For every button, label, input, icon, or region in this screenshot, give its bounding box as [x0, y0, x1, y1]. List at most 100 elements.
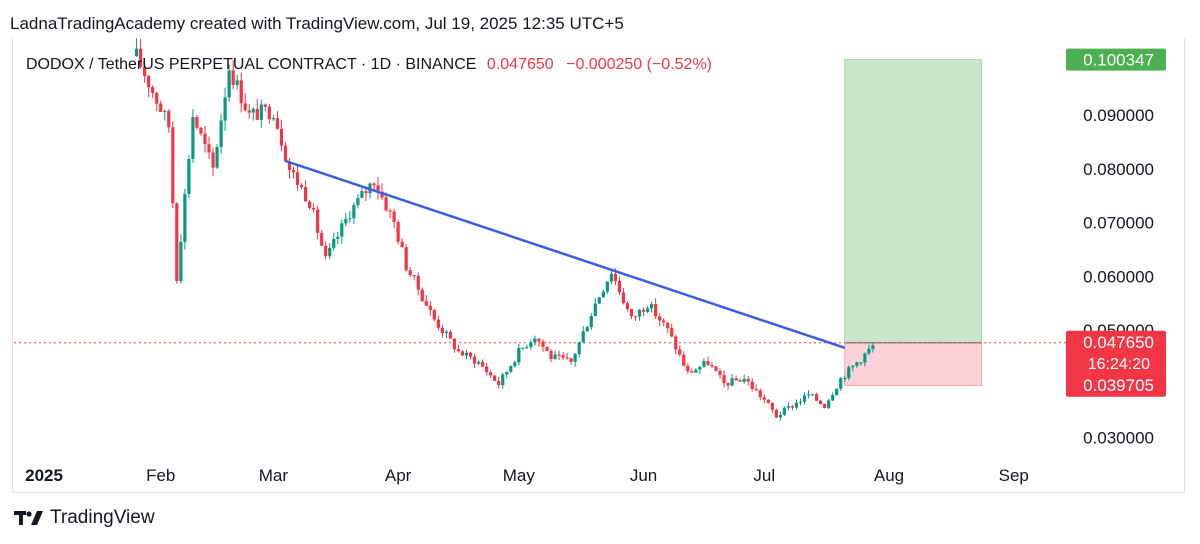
candle-body	[505, 371, 509, 375]
candle-body	[134, 48, 139, 57]
x-tick-label: Feb	[146, 466, 175, 485]
brand-name: TradingView	[50, 507, 155, 528]
candle-body	[686, 365, 690, 372]
candle-body	[798, 401, 803, 403]
candle-body	[312, 207, 316, 210]
candle-body	[267, 106, 271, 120]
candle-body	[324, 245, 328, 257]
candle-body	[271, 118, 275, 120]
candle-body	[436, 319, 440, 328]
candle-body	[295, 172, 300, 185]
candle-body	[412, 275, 416, 277]
candle-body	[774, 409, 778, 418]
symbol-info: DODOX / TetherUS PERPETUAL CONTRACT · 1D…	[26, 56, 712, 74]
candle-body	[662, 320, 666, 323]
candle-body	[835, 388, 839, 396]
candle-body	[706, 361, 710, 365]
candle-body	[215, 147, 219, 168]
y-tick-label: 0.090000	[1083, 106, 1154, 125]
candle-body	[863, 353, 867, 363]
candle-body	[291, 170, 296, 173]
candle-body	[392, 211, 396, 223]
candle-body	[802, 395, 807, 402]
x-tick-label: Sep	[999, 466, 1029, 485]
candle-body	[859, 362, 863, 364]
candle-body	[577, 342, 581, 355]
candle-body	[432, 309, 436, 320]
candle-body	[831, 395, 835, 401]
candle-body	[320, 232, 324, 246]
candle-body	[299, 184, 304, 188]
candle-body	[219, 120, 223, 148]
candle-body	[497, 380, 501, 386]
candle-body	[509, 366, 513, 372]
candle-body	[766, 399, 770, 404]
profit-zone	[844, 59, 983, 344]
candle-body	[352, 205, 356, 219]
candle-body	[481, 361, 485, 367]
candle-body	[823, 403, 827, 408]
candle-body	[762, 397, 766, 400]
candle-body	[682, 354, 686, 366]
candle-body	[287, 161, 292, 171]
candle-body	[770, 403, 774, 410]
y-tick-label: 0.070000	[1083, 214, 1154, 233]
stop-price-text: 0.039705	[1083, 376, 1154, 395]
candle-body	[191, 117, 195, 160]
candle-body	[573, 354, 577, 362]
candle-body	[344, 218, 348, 224]
candle-body	[424, 301, 428, 306]
candle-body	[231, 70, 235, 85]
candle-body	[790, 406, 795, 408]
y-tick-label: 0.060000	[1083, 267, 1154, 286]
candle-body	[561, 355, 565, 358]
candle-body	[460, 351, 465, 356]
candle-body	[187, 159, 191, 194]
candle-body	[617, 281, 622, 293]
candle-body	[537, 338, 541, 342]
candle-body	[348, 218, 352, 220]
candle-body	[670, 328, 674, 337]
footer-brand[interactable]: TradingView	[14, 507, 155, 529]
candle-body	[702, 361, 706, 367]
candle-body	[597, 297, 601, 304]
candle-body	[698, 366, 702, 370]
countdown-label: 16:24:20	[1088, 356, 1150, 373]
candle-body	[710, 364, 714, 367]
candle-body	[501, 374, 505, 386]
candle-body	[674, 336, 678, 350]
candle-body	[750, 381, 754, 389]
candle-body	[420, 289, 424, 302]
x-tick-label: Jul	[753, 466, 775, 485]
candle-body	[819, 400, 823, 404]
candle-body	[726, 383, 730, 386]
candle-body	[549, 351, 553, 360]
candle-body	[718, 370, 722, 375]
candle-body	[139, 48, 143, 67]
candle-body	[782, 407, 786, 415]
candle-body	[316, 209, 320, 233]
candle-body	[601, 291, 605, 298]
candle-body	[275, 118, 280, 129]
candle-body	[609, 273, 613, 282]
candle-body	[227, 70, 231, 98]
candle-body	[207, 144, 211, 153]
candle-body	[839, 378, 843, 389]
candle-body	[199, 127, 203, 134]
x-tick-label: Jun	[630, 466, 657, 485]
candle-body	[650, 304, 654, 309]
candle-body	[843, 378, 847, 380]
candle-body	[629, 309, 634, 317]
candle-body	[396, 222, 400, 242]
candle-body	[645, 308, 650, 312]
current-price-label: 0.047650	[1083, 333, 1154, 352]
candle-body	[637, 309, 642, 317]
symbol-title: DODOX / TetherUS PERPETUAL CONTRACT · 1D…	[26, 56, 477, 73]
candle-body	[163, 110, 167, 112]
candle-body	[666, 322, 670, 329]
candle-body	[694, 369, 698, 373]
candle-body	[485, 366, 489, 373]
candle-body	[557, 354, 561, 356]
tradingview-logo-icon	[14, 511, 43, 525]
